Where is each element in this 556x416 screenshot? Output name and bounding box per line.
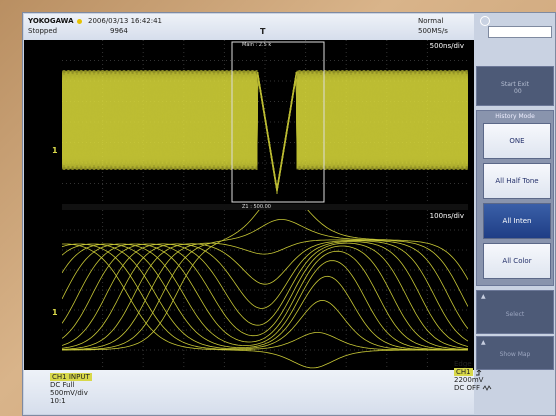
zoom-trace (62, 243, 468, 351)
zoom-waveform-window[interactable]: 100ns/div (62, 210, 468, 370)
zoom-trace (62, 243, 468, 350)
zoom-trace (62, 241, 468, 349)
softkey-marker-icon: ▲ (481, 293, 486, 300)
history-mode-group: History Mode ONE All Half Tone All Inten… (476, 110, 554, 286)
main-trace-group (62, 69, 468, 195)
main-trace (62, 69, 468, 193)
trigger-info[interactable]: Edge CH1 2200mV DC OFF (454, 360, 492, 392)
start-exit-softkey[interactable]: Start Exit 00 (476, 66, 554, 106)
trigger-channel: CH1 (454, 368, 473, 376)
sample-rate: 500MS/s (418, 27, 448, 35)
channel-info[interactable]: CH1 INPUT DC Full 500mV/div 10:1 (50, 373, 92, 405)
channel-marker-strip: 1 1 (24, 40, 62, 370)
trigger-mode: Normal (418, 17, 444, 25)
panel-value-field[interactable] (488, 26, 552, 38)
trigger-type: Edge (454, 360, 472, 368)
trigger-coupling: DC OFF (454, 384, 481, 392)
logo-dot-icon (76, 18, 82, 24)
channel-probe: 10:1 (50, 397, 66, 405)
softkey-marker-icon: ▲ (481, 339, 486, 346)
zoom-trace (62, 239, 468, 351)
trigger-noise-icon (482, 384, 492, 392)
status-header: YOKOGAWA 2006/03/13 16:42:41 Stopped 996… (24, 14, 474, 40)
brand-text: YOKOGAWA (28, 17, 74, 25)
acquisition-datetime: 2006/03/13 16:42:41 (88, 17, 163, 25)
history-mode-half-tone-button[interactable]: All Half Tone (483, 163, 551, 199)
window-divider: Z1 : 500.00 (62, 204, 468, 210)
ch1-level-marker-lower: 1 (52, 308, 58, 317)
zoom-trace-group (62, 210, 468, 369)
zoom-trace (62, 243, 468, 351)
zoom-trace (62, 243, 468, 351)
main-waveform-window[interactable]: 500ns/div Main : 2.5 k (62, 40, 468, 204)
history-mode-inten-label: All Inten (502, 217, 532, 225)
zoom-trace (62, 242, 468, 350)
status-footer: CH1 INPUT DC Full 500mV/div 10:1 (24, 370, 474, 414)
main-timebase-label: 500ns/div (429, 42, 464, 50)
trigger-position-marker: T (260, 27, 266, 36)
zoom-trace (62, 240, 468, 350)
trigger-level: 2200mV (454, 376, 484, 384)
history-mode-one-button[interactable]: ONE (483, 123, 551, 159)
select-label: Select (505, 311, 525, 318)
brand-logo: YOKOGAWA (28, 17, 82, 25)
zoom-window-label: Z1 : 500.00 (242, 204, 271, 210)
channel-vdiv: 500mV/div (50, 389, 88, 397)
ch1-level-marker-upper: 1 (52, 146, 58, 155)
history-mode-inten-button[interactable]: All Inten (483, 203, 551, 239)
channel-coupling: DC Full (50, 381, 75, 389)
history-mode-one-label: ONE (509, 137, 525, 145)
show-map-softkey[interactable]: ▲ Show Map (476, 336, 554, 370)
start-exit-label: Start Exit 00 (501, 81, 529, 95)
history-mode-title: History Mode (495, 113, 535, 120)
channel-tag: CH1 INPUT (50, 373, 92, 381)
zoom-trace (62, 210, 468, 351)
zoom-timebase-label: 100ns/div (429, 212, 464, 220)
main-zoom-label: Main : 2.5 k (242, 42, 272, 48)
softkey-panel: Start Exit 00 History Mode ONE All Half … (474, 14, 556, 370)
history-mode-color-button[interactable]: All Color (483, 243, 551, 279)
zoom-waveform-plot (62, 210, 468, 370)
main-waveform-plot (62, 40, 468, 204)
record-count: 9964 (110, 27, 128, 35)
zoom-trace (62, 219, 468, 351)
show-map-label: Show Map (499, 351, 531, 358)
oscilloscope-screen: YOKOGAWA 2006/03/13 16:42:41 Stopped 996… (24, 14, 474, 414)
acquisition-status: Stopped (28, 27, 58, 35)
history-mode-half-tone-label: All Half Tone (495, 177, 539, 185)
zoom-box (231, 41, 325, 203)
jog-knob-icon[interactable] (480, 16, 490, 26)
history-mode-color-label: All Color (502, 257, 532, 265)
select-softkey[interactable]: ▲ Select (476, 290, 554, 334)
